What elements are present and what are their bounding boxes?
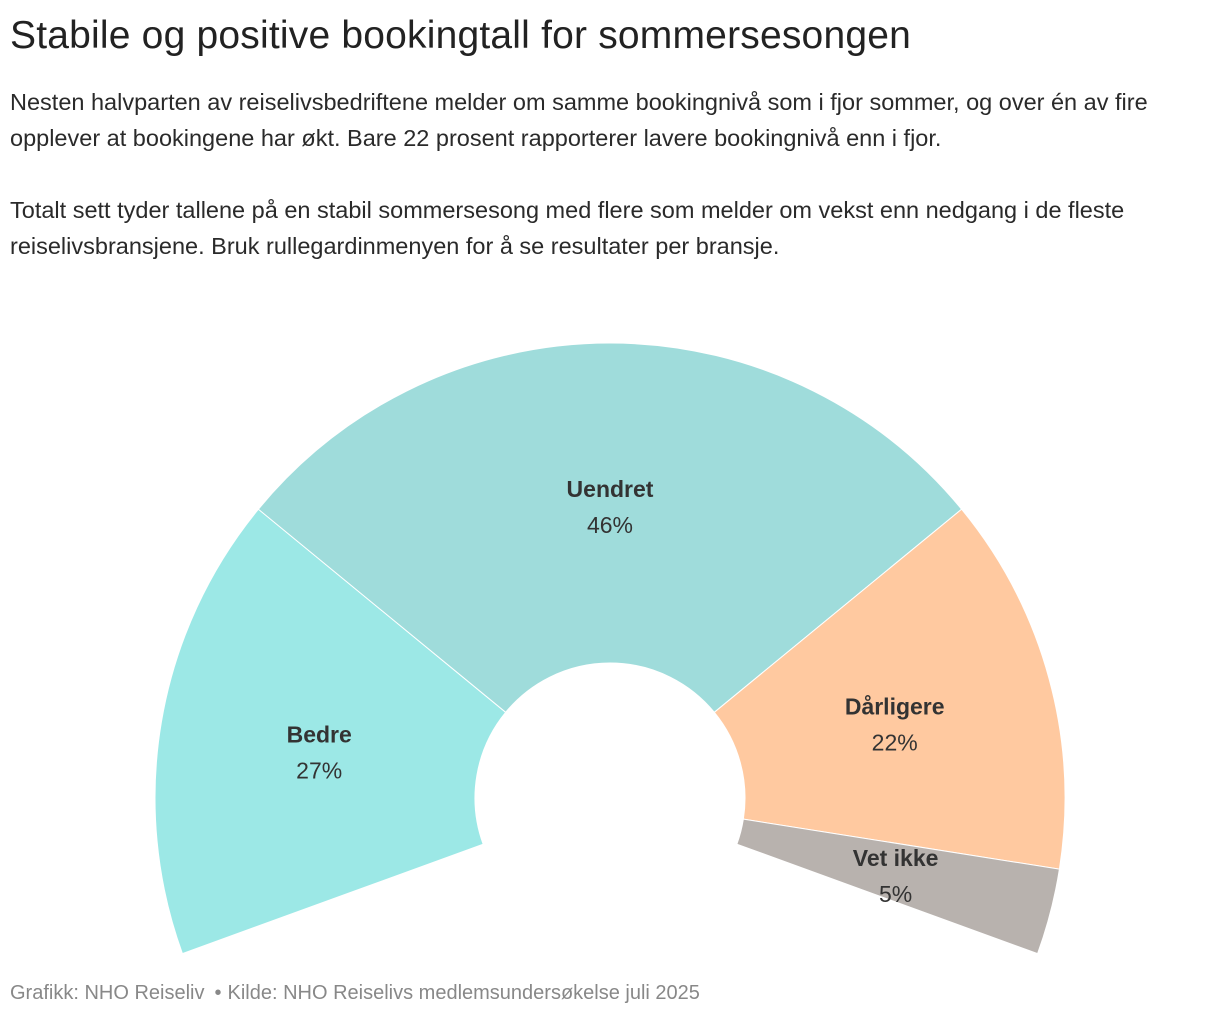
slice-vet-ikke[interactable] xyxy=(736,818,1060,955)
slice-label-darligere: Dårligere 22% xyxy=(845,694,945,756)
slice-darligere[interactable] xyxy=(713,508,1066,870)
labels-layer: Bedre 27% Uendret 46% Dårligere 22% Vet ikke 5% xyxy=(287,476,945,907)
slice-value-label: 22% xyxy=(872,730,918,756)
source-credit: Kilde: NHO Reiselivs medlemsundersøkelse… xyxy=(227,982,700,1004)
slice-name-label: Vet ikke xyxy=(853,845,939,871)
intro-paragraph-2: Totalt sett tyder tallene på en stabil s… xyxy=(10,197,1125,259)
slice-value-label: 27% xyxy=(296,757,342,783)
intro-text: Nesten halvparten av reiselivsbedriftene… xyxy=(10,84,1210,300)
footer-separator: • xyxy=(214,982,222,1004)
slice-name-label: Uendret xyxy=(567,476,654,502)
slice-label-uendret: Uendret 46% xyxy=(567,476,654,538)
slice-bedre[interactable] xyxy=(154,508,507,955)
chart-footer: Grafikk: NHO Reiseliv • Kilde: NHO Reiseli… xyxy=(10,982,700,1005)
slice-uendret[interactable] xyxy=(257,342,963,714)
slice-name-label: Dårligere xyxy=(845,694,945,720)
intro-paragraph-1: Nesten halvparten av reiselivsbedriftene… xyxy=(10,89,1148,151)
slice-label-vet-ikke: Vet ikke 5% xyxy=(853,845,939,907)
slice-name-label: Bedre xyxy=(287,721,352,747)
chart-title: Stabile og positive bookingtall for somm… xyxy=(10,14,912,57)
semi-donut-chart: Bedre 27% Uendret 46% Dårligere 22% Vet ikke 5% xyxy=(154,342,1066,955)
slice-value-label: 46% xyxy=(587,512,633,538)
slice-label-bedre: Bedre 27% xyxy=(287,721,352,783)
slices-layer xyxy=(154,342,1066,955)
graphics-credit: Grafikk: NHO Reiseliv xyxy=(10,982,205,1004)
slice-value-label: 5% xyxy=(879,881,912,907)
